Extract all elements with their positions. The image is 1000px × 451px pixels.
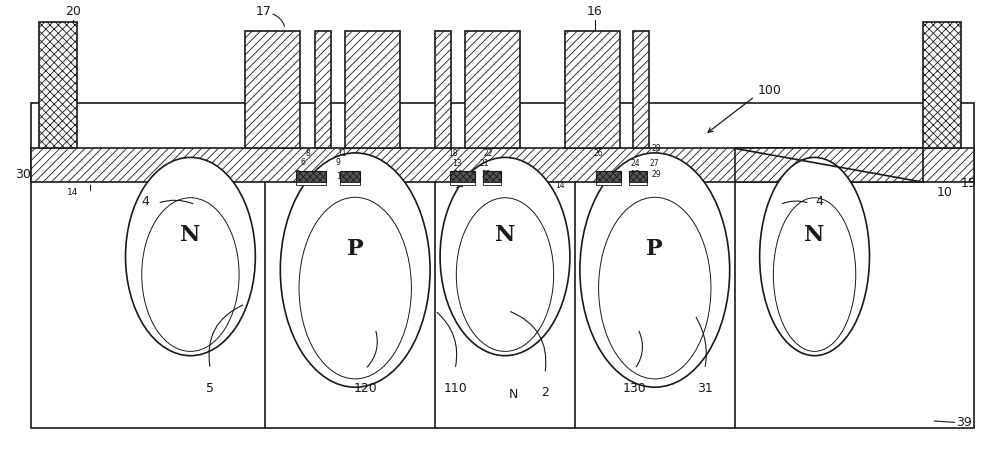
Ellipse shape	[126, 158, 255, 356]
Bar	[296, 171, 326, 183]
Bar	[596, 171, 621, 183]
Bar	[340, 182, 360, 186]
Text: 14: 14	[454, 180, 464, 189]
Bar	[345, 32, 400, 149]
Text: 110: 110	[443, 381, 467, 394]
Text: 24: 24	[631, 159, 641, 168]
Text: 12: 12	[336, 171, 346, 180]
Text: P: P	[347, 237, 364, 259]
Text: 17: 17	[255, 5, 271, 18]
Ellipse shape	[580, 153, 730, 387]
Text: 9: 9	[336, 158, 341, 167]
Text: N: N	[804, 224, 825, 245]
Text: 5: 5	[206, 381, 214, 394]
Text: 4: 4	[142, 194, 149, 207]
Text: 25: 25	[631, 170, 641, 179]
Text: 6: 6	[301, 158, 306, 167]
Bar	[596, 182, 621, 186]
Text: 10: 10	[936, 185, 952, 198]
Text: 31: 31	[697, 381, 713, 394]
Bar	[483, 171, 501, 183]
Text: 28: 28	[651, 144, 661, 152]
Text: 18: 18	[448, 149, 458, 158]
Bar	[633, 32, 649, 149]
Text: P: P	[646, 237, 663, 259]
Text: 4: 4	[816, 194, 823, 207]
Bar	[31, 149, 974, 183]
Text: 14: 14	[555, 180, 565, 189]
Bar	[565, 32, 620, 149]
Bar	[315, 32, 331, 149]
Text: 2: 2	[541, 385, 549, 398]
Ellipse shape	[280, 153, 430, 387]
Text: 8: 8	[306, 149, 311, 158]
Bar	[435, 32, 451, 149]
Text: 15: 15	[960, 176, 976, 189]
Text: N: N	[495, 224, 515, 245]
Text: 130: 130	[623, 381, 647, 394]
Bar	[245, 32, 300, 149]
Bar	[39, 23, 77, 149]
Polygon shape	[735, 149, 923, 183]
Bar	[450, 182, 475, 186]
Ellipse shape	[760, 158, 869, 356]
Text: 27: 27	[650, 159, 660, 168]
Text: 13: 13	[452, 159, 462, 168]
Bar	[629, 171, 647, 183]
Text: 7: 7	[294, 169, 299, 178]
Bar	[923, 23, 961, 149]
Text: 22: 22	[483, 149, 493, 158]
Bar	[483, 182, 501, 186]
Text: 16: 16	[587, 5, 603, 18]
Bar	[465, 32, 520, 149]
Text: 20: 20	[65, 5, 81, 18]
Bar	[31, 104, 974, 428]
Text: N: N	[180, 224, 201, 245]
Text: N: N	[508, 387, 518, 400]
Text: 23: 23	[481, 170, 491, 179]
Bar	[296, 182, 326, 186]
Ellipse shape	[440, 158, 570, 356]
Text: 21: 21	[479, 159, 489, 168]
Text: 19: 19	[453, 170, 463, 179]
Bar	[340, 171, 360, 183]
Bar	[450, 171, 475, 183]
Text: 14: 14	[67, 187, 78, 196]
Bar	[629, 182, 647, 186]
Text: 11: 11	[337, 149, 347, 158]
Text: 30: 30	[15, 167, 31, 180]
Text: 39: 39	[956, 414, 972, 428]
Text: 29: 29	[652, 170, 662, 179]
Text: 26: 26	[593, 149, 603, 158]
Text: 120: 120	[353, 381, 377, 394]
Text: 100: 100	[758, 84, 782, 97]
